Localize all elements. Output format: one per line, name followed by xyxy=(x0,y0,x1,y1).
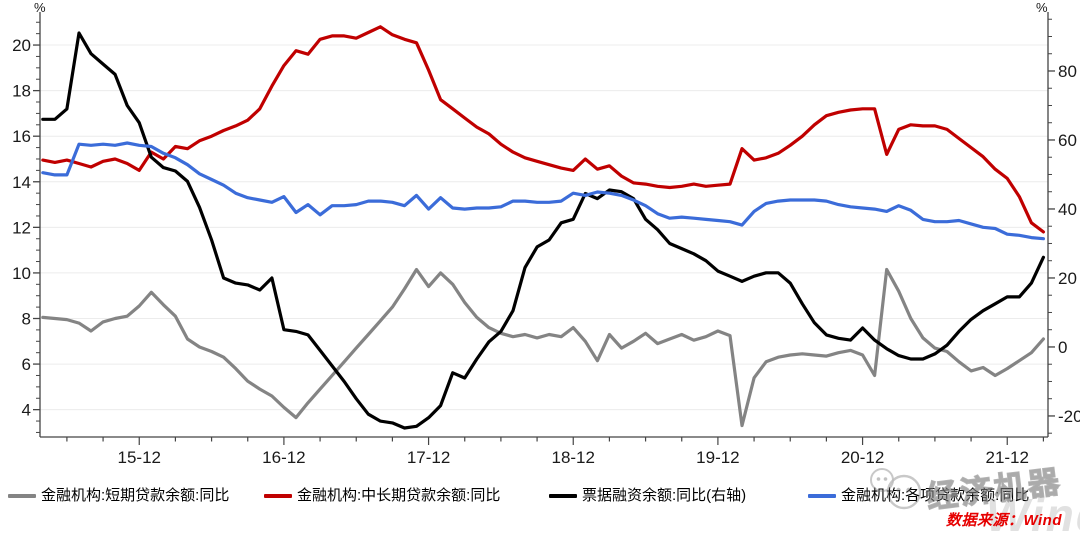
series-line-0 xyxy=(41,267,1046,428)
legend-item-3: 金融机构:各项贷款余额:同比 xyxy=(808,486,1029,506)
legend: 金融机构:短期贷款余额:同比 金融机构:中长期贷款余额:同比 票据融资余额:同比(右… xyxy=(0,486,1080,508)
left-axis-tick-label: 18 xyxy=(12,82,31,101)
left-axis-unit-label: % xyxy=(34,0,46,15)
left-axis-tick-label: 10 xyxy=(12,264,31,283)
legend-item-0: 金融机构:短期贷款余额:同比 xyxy=(8,486,229,506)
legend-item-2: 票据融资余额:同比(右轴) xyxy=(549,486,746,506)
left-axis-tick-label: 8 xyxy=(22,310,31,329)
data-source-note: 数据来源：Wind xyxy=(945,512,1062,529)
right-axis-unit-label: % xyxy=(1036,0,1048,15)
left-axis-tick-label: 4 xyxy=(22,401,31,420)
x-axis-tick-label: 21-12 xyxy=(985,448,1028,467)
left-axis-tick-label: 14 xyxy=(12,173,31,192)
left-axis-tick-label: 12 xyxy=(12,218,31,237)
left-axis-tick-label: 20 xyxy=(12,36,31,55)
right-axis-tick-label: 0 xyxy=(1058,338,1067,357)
legend-line-swatch xyxy=(549,494,577,498)
legend-line-swatch xyxy=(264,494,292,498)
legend-label: 金融机构:短期贷款余额:同比 xyxy=(41,487,230,504)
legend-line-swatch xyxy=(808,494,836,498)
x-axis-tick-label: 17-12 xyxy=(407,448,450,467)
right-axis-tick-label: 80 xyxy=(1058,62,1077,81)
legend-label: 金融机构:中长期贷款余额:同比 xyxy=(297,487,501,504)
series-line-3 xyxy=(41,141,1046,241)
series-line-1 xyxy=(41,25,1046,234)
x-axis-tick-label: 18-12 xyxy=(551,448,594,467)
legend-line-swatch xyxy=(8,494,36,498)
right-axis-tick-label: 60 xyxy=(1058,131,1077,150)
right-axis-tick-label: 40 xyxy=(1058,200,1077,219)
right-axis-tick-label: 20 xyxy=(1058,269,1077,288)
legend-label: 票据融资余额:同比(右轴) xyxy=(582,487,747,504)
x-axis-tick-label: 15-12 xyxy=(118,448,161,467)
left-axis-tick-label: 16 xyxy=(12,127,31,146)
legend-label: 金融机构:各项贷款余额:同比 xyxy=(841,487,1030,504)
x-axis-tick-label: 16-12 xyxy=(262,448,305,467)
x-axis-tick-label: 20-12 xyxy=(841,448,884,467)
right-axis-tick-label: -20 xyxy=(1058,407,1080,426)
left-axis-tick-label: 6 xyxy=(22,355,31,374)
legend-item-1: 金融机构:中长期贷款余额:同比 xyxy=(264,486,500,506)
series-line-2 xyxy=(41,31,1046,430)
x-axis-tick-label: 19-12 xyxy=(696,448,739,467)
